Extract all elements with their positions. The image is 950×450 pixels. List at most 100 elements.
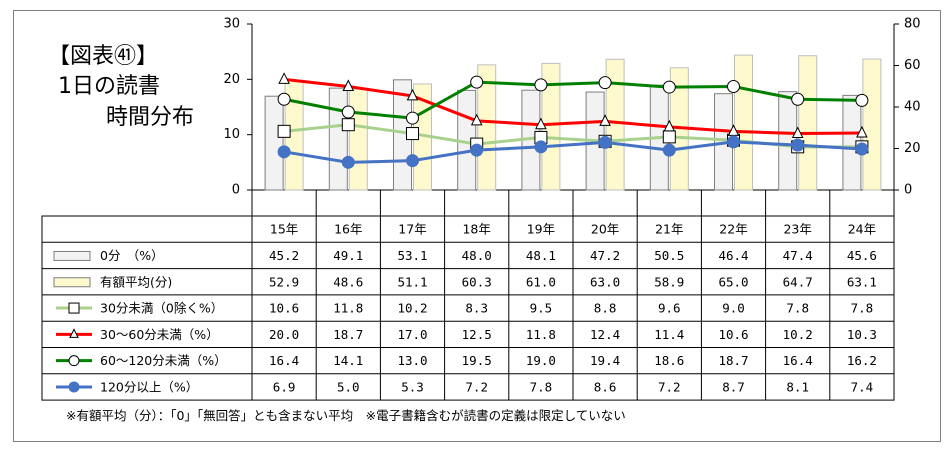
marker-dot: [662, 143, 676, 157]
legend-key-marker: [69, 328, 79, 338]
data-label: 50.5: [654, 248, 684, 263]
data-label: 7.8: [530, 379, 553, 394]
bar-average: [734, 54, 753, 191]
title-line-3: 時間分布: [106, 105, 195, 130]
legend-label: 30分未満（0除く%）: [100, 301, 223, 316]
data-label: 12.4: [590, 327, 620, 342]
x-tick-label: 16年: [334, 222, 362, 237]
y-left-tick-label: 20: [223, 72, 240, 87]
series-line-3: [283, 80, 862, 120]
data-label: 49.1: [333, 248, 363, 263]
y-right-tick-label: 20: [904, 141, 921, 156]
data-label: 63.0: [590, 274, 620, 289]
marker-square: [662, 130, 676, 144]
y-right-tick-label: 60: [904, 58, 921, 73]
data-label: 7.4: [851, 379, 874, 394]
marker-dot: [341, 155, 355, 169]
marker-triangle: [470, 113, 483, 126]
data-label: 9.0: [722, 301, 745, 316]
data-label: 9.5: [530, 301, 553, 316]
data-label: 10.6: [269, 301, 299, 316]
legend-key-bar: [53, 277, 91, 288]
marker-square: [277, 124, 291, 138]
data-label: 7.2: [658, 379, 681, 394]
legend-label: 30～60分未満（%）: [100, 327, 219, 342]
marker-circle: [727, 80, 740, 94]
data-label: 7.8: [851, 301, 874, 316]
marker-triangle: [727, 124, 740, 136]
y-right-tick-label: 80: [904, 17, 921, 32]
data-label: 64.7: [783, 274, 813, 289]
marker-circle: [791, 92, 805, 106]
data-label: 53.1: [397, 248, 427, 263]
x-tick-label: 23年: [783, 222, 811, 237]
data-label: 45.2: [269, 248, 299, 263]
bar-average: [798, 55, 818, 191]
data-label: 51.1: [397, 274, 427, 289]
bar-zero-min: [328, 87, 348, 191]
data-label: 47.4: [783, 248, 813, 263]
data-label: 11.8: [526, 327, 556, 342]
data-label: 10.2: [783, 327, 813, 342]
legend-label: 0分 （%）: [100, 248, 164, 263]
data-label: 13.0: [397, 353, 427, 368]
marker-dot: [791, 138, 805, 152]
marker-circle: [662, 80, 676, 94]
data-label: 16.4: [783, 353, 813, 368]
data-label: 48.1: [526, 248, 556, 263]
data-label: 63.1: [847, 274, 877, 289]
data-label: 14.1: [333, 353, 363, 368]
marker-triangle: [342, 79, 355, 92]
data-label: 18.7: [333, 327, 363, 342]
marker-circle: [855, 93, 869, 107]
marker-dot: [470, 143, 484, 157]
marker-triangle: [278, 72, 290, 84]
y-left-tick-label: 0: [232, 183, 240, 198]
data-label: 6.9: [273, 379, 296, 394]
data-label: 10.3: [847, 327, 877, 342]
data-label: 8.1: [786, 379, 809, 394]
x-tick-label: 22年: [719, 222, 747, 237]
legend-label: 60～120分未満（%）: [100, 353, 227, 368]
marker-circle: [406, 111, 419, 125]
data-label: 58.9: [654, 274, 684, 289]
marker-circle: [277, 92, 291, 106]
x-tick-label: 17年: [398, 222, 426, 237]
x-tick-label: 19年: [527, 222, 555, 237]
data-label: 47.2: [590, 248, 620, 263]
data-label: 16.4: [269, 353, 299, 368]
marker-square: [406, 127, 419, 141]
x-tick-label: 18年: [462, 222, 490, 237]
data-label: 7.2: [465, 379, 488, 394]
data-label: 45.6: [847, 248, 877, 263]
legend-key-marker: [68, 355, 80, 367]
y-right-tick-label: 40: [904, 100, 921, 115]
data-label: 10.6: [718, 327, 748, 342]
marker-circle: [598, 76, 612, 90]
marker-circle: [470, 75, 484, 89]
series-line-4: [283, 140, 862, 164]
marker-dot: [727, 135, 740, 149]
x-tick-label: 21年: [655, 222, 683, 237]
data-label: 10.2: [397, 301, 427, 316]
data-label: 8.6: [594, 379, 617, 394]
data-label: 19.0: [526, 353, 556, 368]
data-label: 9.6: [658, 301, 681, 316]
figure-title: 【図表㊶】 1日の読書 時間分布: [48, 38, 228, 138]
title-line-2: 1日の読書: [58, 74, 160, 99]
y-left-tick-label: 10: [223, 127, 240, 142]
marker-dot: [534, 140, 548, 154]
data-label: 60.3: [462, 274, 492, 289]
legend-key-marker: [68, 381, 80, 393]
bar-average: [348, 88, 368, 191]
data-label: 18.7: [718, 353, 748, 368]
x-tick-label: 20年: [591, 222, 619, 237]
data-label: 48.0: [462, 248, 492, 263]
data-label: 61.0: [526, 274, 556, 289]
bar-zero-min: [264, 95, 284, 191]
y-right-tick-label: 0: [904, 183, 912, 198]
data-label: 8.3: [465, 301, 488, 316]
x-tick-label: 15年: [270, 222, 298, 237]
marker-triangle: [406, 88, 419, 101]
legend-label: 有額平均(分): [100, 274, 172, 289]
